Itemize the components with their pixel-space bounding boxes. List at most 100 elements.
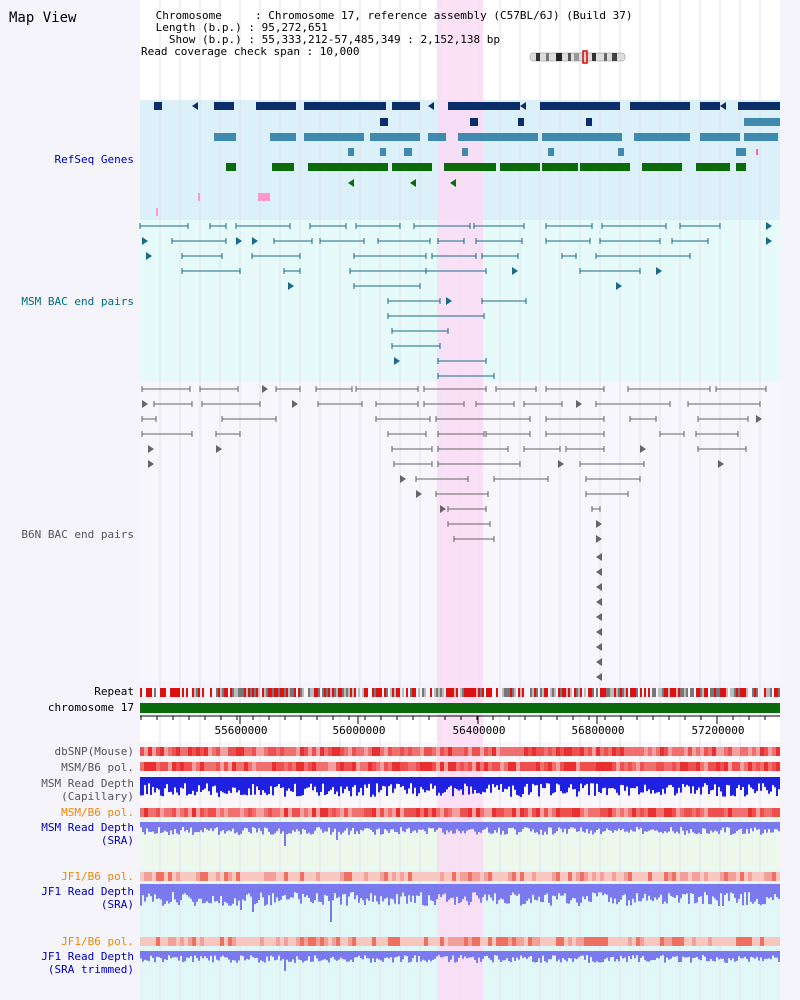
heat-cell [352, 872, 356, 881]
depth-bar [696, 822, 698, 835]
depth-bar [212, 884, 214, 896]
heat-cell [224, 762, 228, 771]
repeat-mark [438, 688, 440, 697]
depth-bar [484, 777, 486, 793]
heat-cell [168, 808, 172, 817]
depth-bar [232, 822, 234, 829]
heat-cell [244, 747, 248, 756]
heat-cell [696, 808, 700, 817]
jf1-trimmed-depth [140, 951, 780, 971]
depth-bar [266, 822, 268, 829]
heat-cell [144, 872, 148, 881]
depth-bar [614, 777, 616, 790]
depth-bar [480, 884, 482, 903]
depth-bar [368, 777, 370, 784]
track-label-b6n-bac[interactable]: B6N BAC end pairs [21, 528, 134, 541]
repeat-mark [776, 688, 778, 697]
depth-bar [358, 777, 360, 793]
heat-cell [616, 808, 620, 817]
heat-cell [744, 747, 748, 756]
depth-bar [338, 951, 340, 960]
depth-bar [308, 884, 310, 898]
depth-bar [442, 777, 444, 794]
bac-end-arrow-icon [252, 237, 258, 245]
depth-bar [666, 884, 668, 904]
depth-bar [722, 951, 724, 959]
heat-cell [340, 872, 344, 881]
depth-bar [244, 884, 246, 901]
depth-bar [254, 951, 256, 959]
repeat-mark [322, 688, 324, 697]
depth-bar [212, 951, 214, 963]
repeat-mark [396, 688, 398, 697]
heat-cell [460, 937, 464, 946]
heat-cell [688, 872, 692, 881]
depth-bar [774, 777, 776, 788]
depth-bar [234, 822, 236, 834]
track-label-msm-bac[interactable]: MSM BAC end pairs [21, 295, 134, 308]
depth-bar [698, 777, 700, 788]
heat-cell [200, 747, 204, 756]
heat-cell [680, 808, 684, 817]
depth-bar [520, 822, 522, 832]
depth-bar [600, 777, 602, 794]
track-label-jf1-depth-trim[interactable]: JF1 Read Depth [41, 950, 134, 963]
heat-cell [264, 808, 268, 817]
depth-bar [526, 951, 528, 959]
track-label-msm-b6-pol-1[interactable]: MSM/B6 pol. [61, 761, 134, 774]
depth-bar [308, 777, 310, 788]
heat-cell [380, 872, 384, 881]
heat-cell [360, 872, 364, 881]
track-label-repeat[interactable]: Repeat [94, 685, 134, 698]
depth-bar [584, 822, 586, 833]
repeat-mark [246, 688, 248, 697]
depth-bar [562, 884, 564, 896]
depth-bar [226, 822, 228, 832]
depth-bar [166, 777, 168, 785]
heat-cell [304, 872, 308, 881]
depth-bar [518, 777, 520, 796]
depth-bar [458, 951, 460, 958]
heat-cell [624, 762, 628, 771]
depth-bar [478, 951, 480, 958]
heat-cell [468, 872, 472, 881]
depth-bar [154, 884, 156, 895]
heat-cell [692, 872, 696, 881]
heat-cell [228, 747, 232, 756]
heat-cell [620, 808, 624, 817]
depth-bar [230, 951, 232, 963]
depth-bar [558, 951, 560, 960]
depth-bar [164, 884, 166, 904]
heat-cell [356, 762, 360, 771]
depth-bar [688, 822, 690, 834]
heat-cell [204, 808, 208, 817]
depth-bar [158, 822, 160, 828]
track-label-refseq[interactable]: RefSeq Genes [54, 153, 134, 166]
track-label-jf1-b6-pol-1[interactable]: JF1/B6 pol. [61, 870, 134, 883]
depth-bar [240, 951, 242, 956]
track-label-jf1-depth-sra[interactable]: JF1 Read Depth [41, 885, 134, 898]
track-label-jf1-b6-pol-2[interactable]: JF1/B6 pol. [61, 935, 134, 948]
depth-bar [222, 884, 224, 906]
depth-bar [514, 951, 516, 961]
depth-bar [170, 884, 172, 902]
depth-bar [296, 951, 298, 957]
track-label-msm-depth-cap[interactable]: MSM Read Depth [41, 777, 134, 790]
heat-cell [208, 762, 212, 771]
track-label-msm-b6-pol-2[interactable]: MSM/B6 pol. [61, 806, 134, 819]
track-label-msm-depth-sra[interactable]: MSM Read Depth [41, 821, 134, 834]
heat-cell [652, 747, 656, 756]
track-label-dbsnp[interactable]: dbSNP(Mouse) [54, 745, 134, 758]
depth-bar [560, 884, 562, 896]
repeat-mark [462, 688, 464, 697]
track-label-chromosome[interactable]: chromosome 17 [47, 701, 134, 714]
heat-cell [268, 872, 272, 881]
heat-cell [524, 762, 528, 771]
depth-bar [718, 822, 720, 834]
heat-cell [424, 937, 428, 946]
depth-bar [576, 822, 578, 832]
depth-bar [292, 822, 294, 831]
depth-bar [238, 777, 240, 791]
depth-bar [540, 884, 542, 902]
